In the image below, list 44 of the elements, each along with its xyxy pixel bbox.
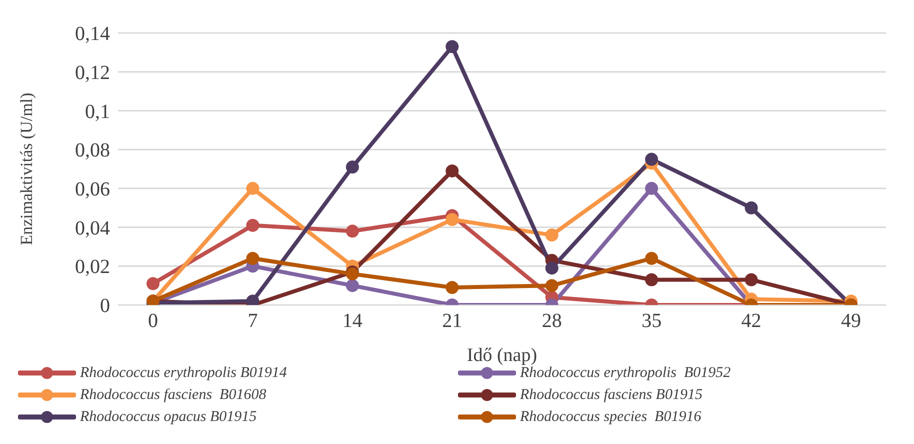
y-tick-label: 0,06 <box>75 178 110 201</box>
point <box>545 279 558 292</box>
point <box>645 152 658 166</box>
x-tick-label: 21 <box>442 310 462 332</box>
x-tick-label: 42 <box>741 310 762 332</box>
x-tick-label: 28 <box>542 310 562 332</box>
point <box>346 224 359 238</box>
legend-label: Rhodococcus erythropolis B01914 <box>80 364 287 383</box>
legend-label: Rhodococcus fasciens B01608 <box>80 386 266 405</box>
point <box>446 164 459 178</box>
point <box>645 252 658 265</box>
point <box>246 252 260 265</box>
y-tick-label: 0,04 <box>75 217 110 240</box>
point <box>545 228 558 242</box>
y-tick-label: 0,14 <box>75 23 110 46</box>
y-tick-label: 0,02 <box>75 256 110 278</box>
point <box>246 182 260 195</box>
legend-label: Rhodococcus fasciens B01915 <box>520 386 702 405</box>
point <box>246 218 260 232</box>
point <box>146 277 160 290</box>
point <box>645 273 658 286</box>
y-tick-label: 0,08 <box>75 140 110 162</box>
point <box>545 262 558 275</box>
point <box>744 201 758 214</box>
y-tick-label: 0,1 <box>85 100 110 123</box>
x-tick-label: 7 <box>248 310 258 332</box>
y-tick-label: 0,12 <box>75 62 110 84</box>
y-tick-label: 0 <box>100 295 110 318</box>
point <box>346 279 359 292</box>
y-axis-title: Enzimaktivitás (U/ml) <box>17 92 36 246</box>
point <box>446 213 459 226</box>
point <box>446 40 459 54</box>
legend-label: Rhodococcus opacus B01915 <box>80 408 257 427</box>
x-tick-label: 35 <box>642 310 662 332</box>
legend-label: Rhodococcus erythropolis B01952 <box>520 365 731 383</box>
x-tick-label: 14 <box>342 310 362 332</box>
point <box>645 182 658 195</box>
x-tick-label: 0 <box>148 310 158 332</box>
legend-label: Rhodococcus species B01916 <box>520 408 702 427</box>
point <box>446 281 459 294</box>
point <box>744 273 758 286</box>
point <box>346 160 359 174</box>
x-axis-title: Idő (nap) <box>466 345 538 366</box>
x-tick-label: 49 <box>841 310 861 332</box>
